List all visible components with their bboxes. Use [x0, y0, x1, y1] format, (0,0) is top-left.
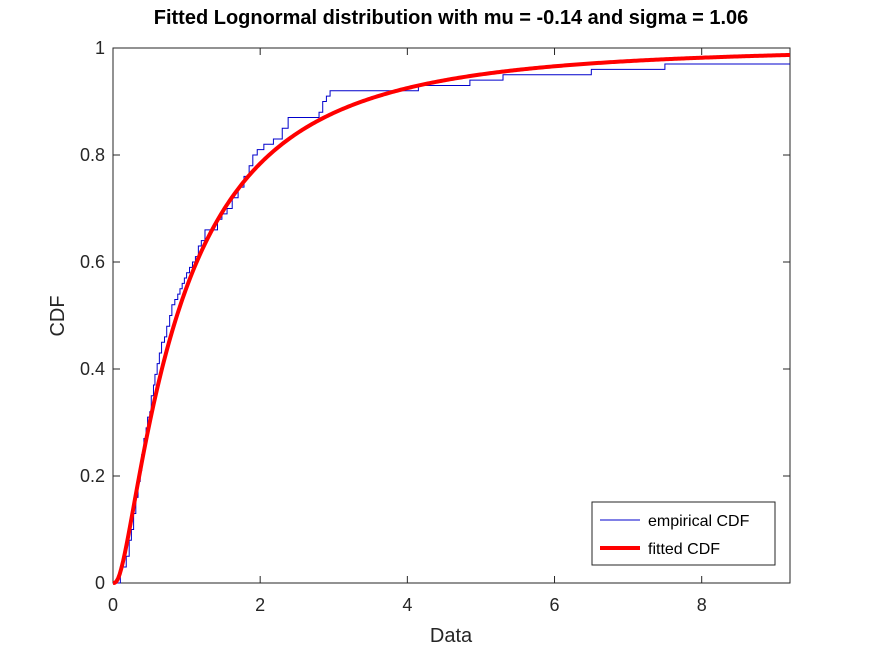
y-tick-label: 0.4	[80, 359, 105, 379]
y-tick-label: 0.2	[80, 466, 105, 486]
y-tick-label: 1	[95, 38, 105, 58]
y-axis-label: CDF	[47, 295, 69, 336]
x-tick-label: 8	[697, 595, 707, 615]
plot-frame	[112, 47, 791, 584]
y-tick-label: 0	[95, 573, 105, 593]
legend: empirical CDF fitted CDF	[591, 501, 776, 566]
y-tick-label: 0.6	[80, 252, 105, 272]
x-tick-label: 4	[402, 595, 412, 615]
x-tick-label: 2	[255, 595, 265, 615]
series-layer	[112, 52, 791, 585]
legend-label-fitted: fitted CDF	[648, 541, 720, 558]
fitted-cdf-line	[112, 52, 791, 585]
x-tick-label: 6	[550, 595, 560, 615]
legend-label-empirical: empirical CDF	[648, 513, 750, 530]
y-tick-label: 0.8	[80, 145, 105, 165]
plot-area	[112, 47, 791, 584]
x-tick-label: 0	[108, 595, 118, 615]
axis-ticks: 0 2 4 6 8 0 0.2 0.4 0.6 0.8 1	[80, 38, 790, 615]
x-axis-label: Data	[430, 625, 473, 647]
legend-box	[591, 501, 776, 566]
chart-title: Fitted Lognormal distribution with mu = …	[154, 7, 749, 29]
